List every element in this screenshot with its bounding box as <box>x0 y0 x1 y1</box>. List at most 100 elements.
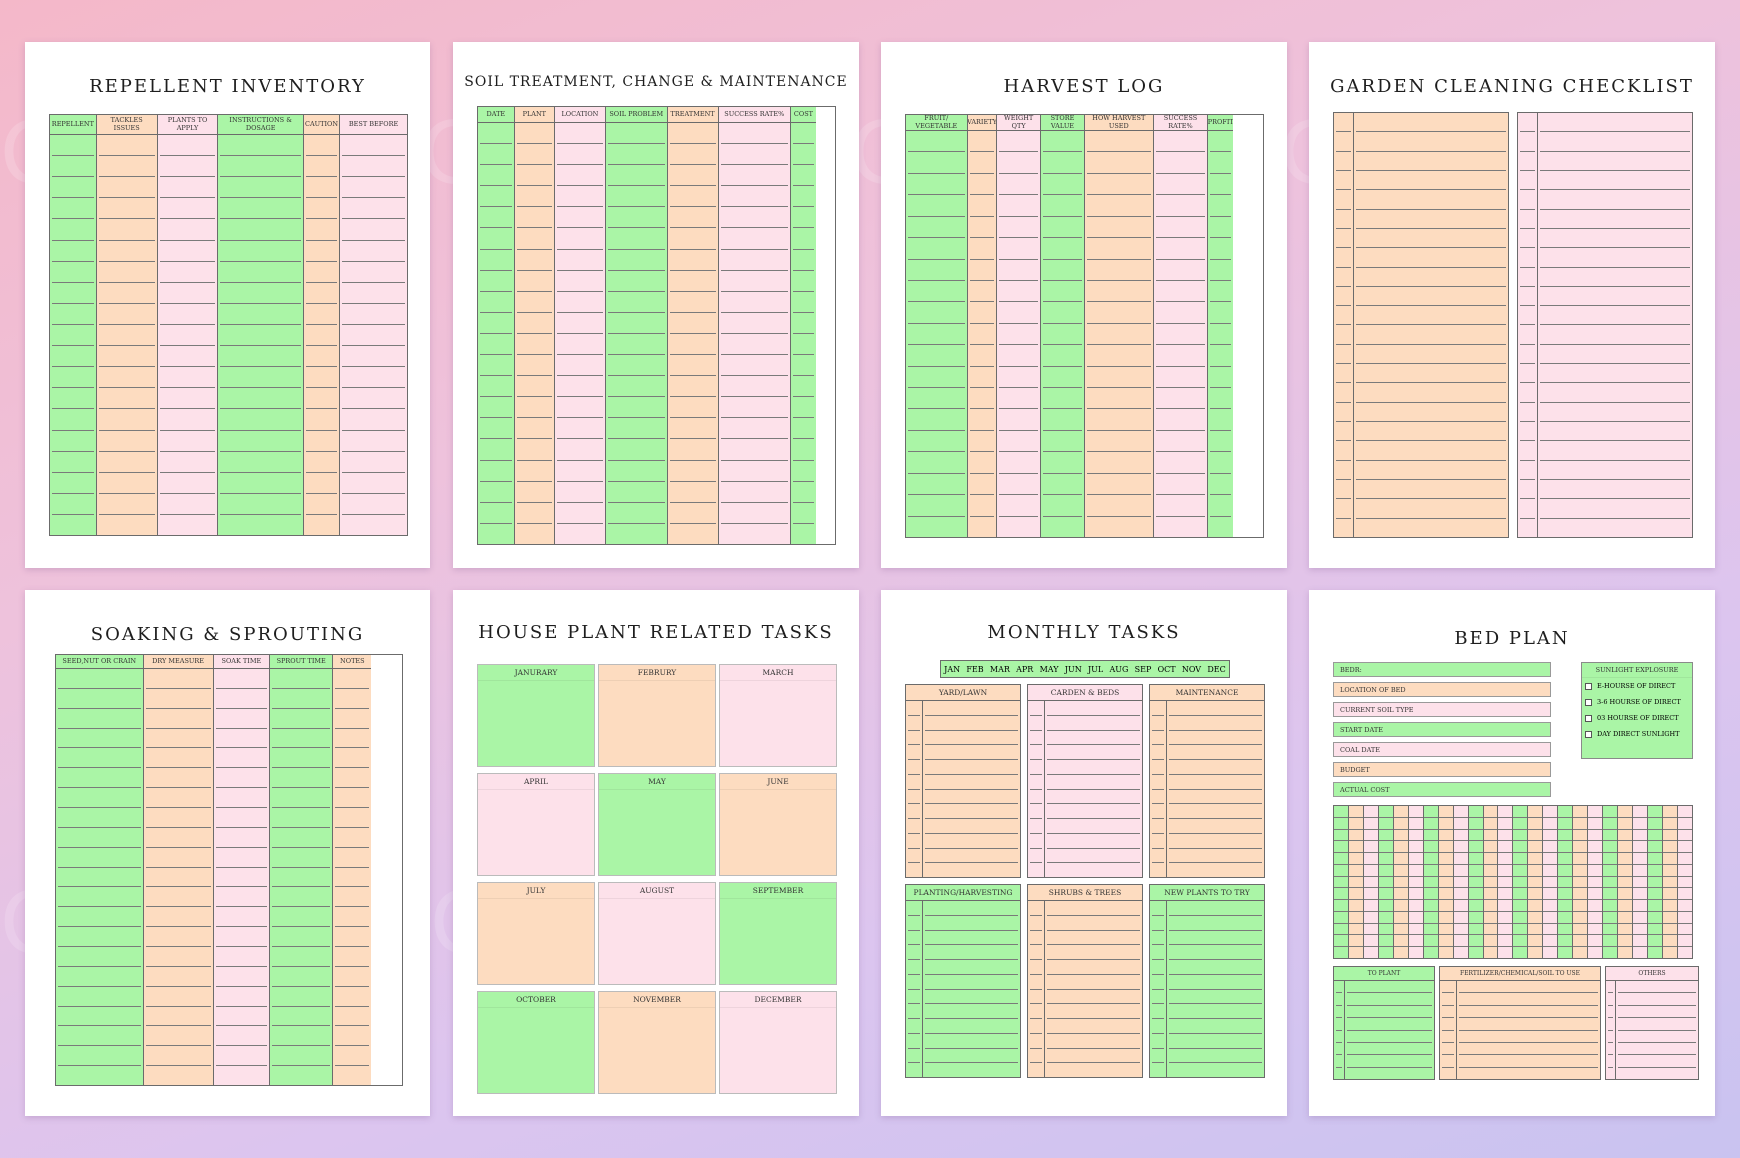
task-line[interactable] <box>1046 804 1140 819</box>
bed-grid-cell[interactable] <box>1513 947 1527 958</box>
table-cell[interactable] <box>58 768 141 789</box>
checkbox[interactable] <box>908 849 920 864</box>
table-cell[interactable] <box>720 503 788 524</box>
task-line[interactable] <box>924 731 1018 746</box>
table-cell[interactable] <box>1043 388 1082 410</box>
table-cell[interactable] <box>98 452 155 473</box>
table-cell[interactable] <box>215 947 268 967</box>
table-cell[interactable] <box>908 345 965 367</box>
bed-grid-cell[interactable] <box>1498 841 1513 854</box>
bed-grid-cell[interactable] <box>1484 947 1498 958</box>
task-line[interactable] <box>1168 916 1262 931</box>
checkbox[interactable] <box>1030 804 1042 819</box>
table-cell[interactable] <box>215 1007 268 1027</box>
table-cell[interactable] <box>792 271 814 292</box>
checkbox[interactable] <box>1336 268 1352 287</box>
table-cell[interactable] <box>145 1046 211 1067</box>
table-cell[interactable] <box>215 1046 268 1067</box>
task-line[interactable] <box>1618 981 1696 994</box>
bed-grid-cell[interactable] <box>1498 900 1513 912</box>
table-cell[interactable] <box>721 524 788 544</box>
table-cell[interactable] <box>1086 324 1151 346</box>
bed-grid-cell[interactable] <box>1423 912 1438 924</box>
checkbox[interactable] <box>1336 287 1352 307</box>
bed-grid-cell[interactable] <box>1603 818 1618 830</box>
checkbox[interactable] <box>1030 731 1042 746</box>
table-cell[interactable] <box>220 367 301 389</box>
checkbox[interactable] <box>908 1019 920 1034</box>
checkbox[interactable] <box>1520 287 1536 307</box>
task-line[interactable] <box>1459 1031 1598 1043</box>
bed-grid-cell[interactable] <box>1633 935 1648 948</box>
task-line[interactable] <box>924 990 1018 1005</box>
table-cell[interactable] <box>272 748 331 769</box>
checkbox[interactable] <box>1030 931 1042 946</box>
table-cell[interactable] <box>480 144 512 166</box>
table-cell[interactable] <box>1155 452 1206 474</box>
table-cell[interactable] <box>52 473 94 494</box>
table-cell[interactable] <box>52 283 94 304</box>
task-line[interactable] <box>1356 248 1506 268</box>
table-cell[interactable] <box>159 241 216 262</box>
bed-grid-cell[interactable] <box>1438 900 1453 912</box>
bed-grid-cell[interactable] <box>1423 900 1438 912</box>
task-line[interactable] <box>1046 990 1140 1005</box>
checkbox[interactable] <box>1152 990 1164 1005</box>
table-cell[interactable] <box>335 788 370 809</box>
table-cell[interactable] <box>556 376 603 398</box>
table-cell[interactable] <box>792 123 814 145</box>
table-cell[interactable] <box>272 947 331 967</box>
checkbox[interactable] <box>1336 152 1352 171</box>
checkbox[interactable] <box>1152 1034 1164 1049</box>
table-cell[interactable] <box>969 409 995 431</box>
bed-grid-cell[interactable] <box>1408 935 1423 948</box>
checkbox[interactable] <box>1336 981 1342 994</box>
bed-grid-cell[interactable] <box>1363 853 1378 865</box>
table-cell[interactable] <box>516 313 552 334</box>
month-box[interactable]: MAY <box>598 773 716 876</box>
checkbox[interactable] <box>1336 306 1352 326</box>
bed-grid-cell[interactable] <box>1588 830 1603 842</box>
table-cell[interactable] <box>999 431 1039 453</box>
table-cell[interactable] <box>159 325 216 347</box>
checkbox[interactable] <box>1608 1031 1614 1043</box>
task-line[interactable] <box>1356 441 1506 461</box>
table-cell[interactable] <box>98 198 155 220</box>
table-cell[interactable] <box>480 503 512 524</box>
task-line[interactable] <box>1540 306 1690 326</box>
task-line[interactable] <box>1540 345 1690 365</box>
task-line[interactable] <box>1168 849 1262 864</box>
bed-grid-cell[interactable] <box>1573 806 1588 818</box>
checkbox[interactable] <box>908 760 920 775</box>
checkbox[interactable] <box>1520 499 1536 519</box>
table-cell[interactable] <box>1043 238 1082 260</box>
table-cell[interactable] <box>58 1046 141 1067</box>
table-cell[interactable] <box>1155 174 1206 196</box>
task-line[interactable] <box>1046 960 1140 975</box>
checkbox-icon[interactable] <box>1585 682 1592 690</box>
table-cell[interactable] <box>1155 131 1206 153</box>
checkbox[interactable] <box>1520 422 1536 442</box>
bed-grid-cell[interactable] <box>1348 900 1363 912</box>
table-cell[interactable] <box>220 431 301 452</box>
bed-grid-cell[interactable] <box>1543 806 1558 818</box>
table-cell[interactable] <box>556 292 603 313</box>
table-cell[interactable] <box>607 271 665 292</box>
table-cell[interactable] <box>480 524 512 544</box>
table-cell[interactable] <box>58 848 141 868</box>
bed-grid-cell[interactable] <box>1453 935 1468 948</box>
checkbox[interactable] <box>1336 1031 1342 1043</box>
table-cell[interactable] <box>720 228 788 250</box>
task-line[interactable] <box>1168 790 1262 805</box>
table-cell[interactable] <box>908 495 965 517</box>
table-cell[interactable] <box>669 292 716 313</box>
bed-grid-cell[interactable] <box>1513 888 1528 901</box>
task-line[interactable] <box>1347 1018 1432 1031</box>
month-tab[interactable]: JUL <box>1087 664 1104 674</box>
bed-grid-cell[interactable] <box>1438 877 1453 889</box>
checkbox[interactable] <box>1030 1063 1042 1077</box>
table-cell[interactable] <box>1043 174 1082 196</box>
table-cell[interactable] <box>1210 324 1232 346</box>
bed-grid-cell[interactable] <box>1603 912 1618 924</box>
month-box[interactable]: AUGUST <box>598 882 716 985</box>
